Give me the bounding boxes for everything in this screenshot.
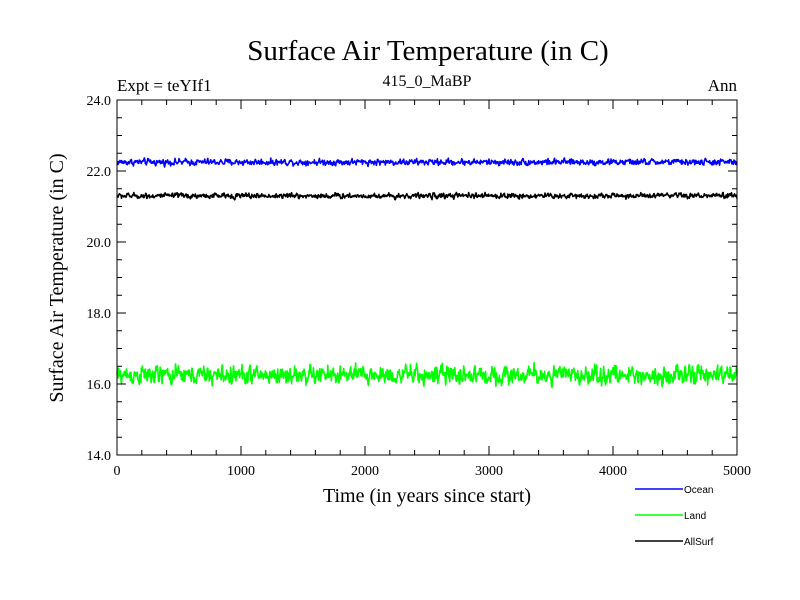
chart-title: Surface Air Temperature (in C) <box>247 35 608 67</box>
period-label: Ann <box>708 76 738 95</box>
x-tick-label: 3000 <box>475 464 503 479</box>
chart-subtitle: 415_0_MaBP <box>383 73 472 90</box>
plot-frame <box>116 99 738 456</box>
y-tick-label: 16.0 <box>87 378 112 393</box>
y-axis-label: Surface Air Temperature (in C) <box>46 153 68 402</box>
legend-label-allsurf: AllSurf <box>684 537 714 548</box>
x-tick-label: 5000 <box>723 464 751 479</box>
y-tick-label: 22.0 <box>87 165 112 180</box>
experiment-label: Expt = teYIf1 <box>117 76 212 95</box>
x-tick-label: 1000 <box>227 464 255 479</box>
y-tick-label: 18.0 <box>87 307 112 322</box>
y-tick-label: 14.0 <box>87 449 112 464</box>
axis-layer: 14.0 16.0 18.0 20.0 22.0 24.0 0 1000 2000 3000 400… <box>87 94 752 479</box>
legend-label-ocean: Ocean <box>684 485 713 496</box>
series-line-land <box>116 361 738 389</box>
series-layer <box>116 157 738 389</box>
series-line-allsurf <box>116 191 738 201</box>
x-tick-label: 4000 <box>599 464 627 479</box>
series-line-ocean <box>116 157 738 168</box>
x-axis-label: Time (in years since start) <box>323 485 531 507</box>
y-tick-label: 20.0 <box>87 236 112 251</box>
legend-label-land: Land <box>684 511 706 522</box>
legend: Ocean Land AllSurf <box>635 485 714 548</box>
x-tick-label: 0 <box>114 464 121 479</box>
x-tick-label: 2000 <box>351 464 379 479</box>
y-tick-label: 24.0 <box>87 94 112 109</box>
